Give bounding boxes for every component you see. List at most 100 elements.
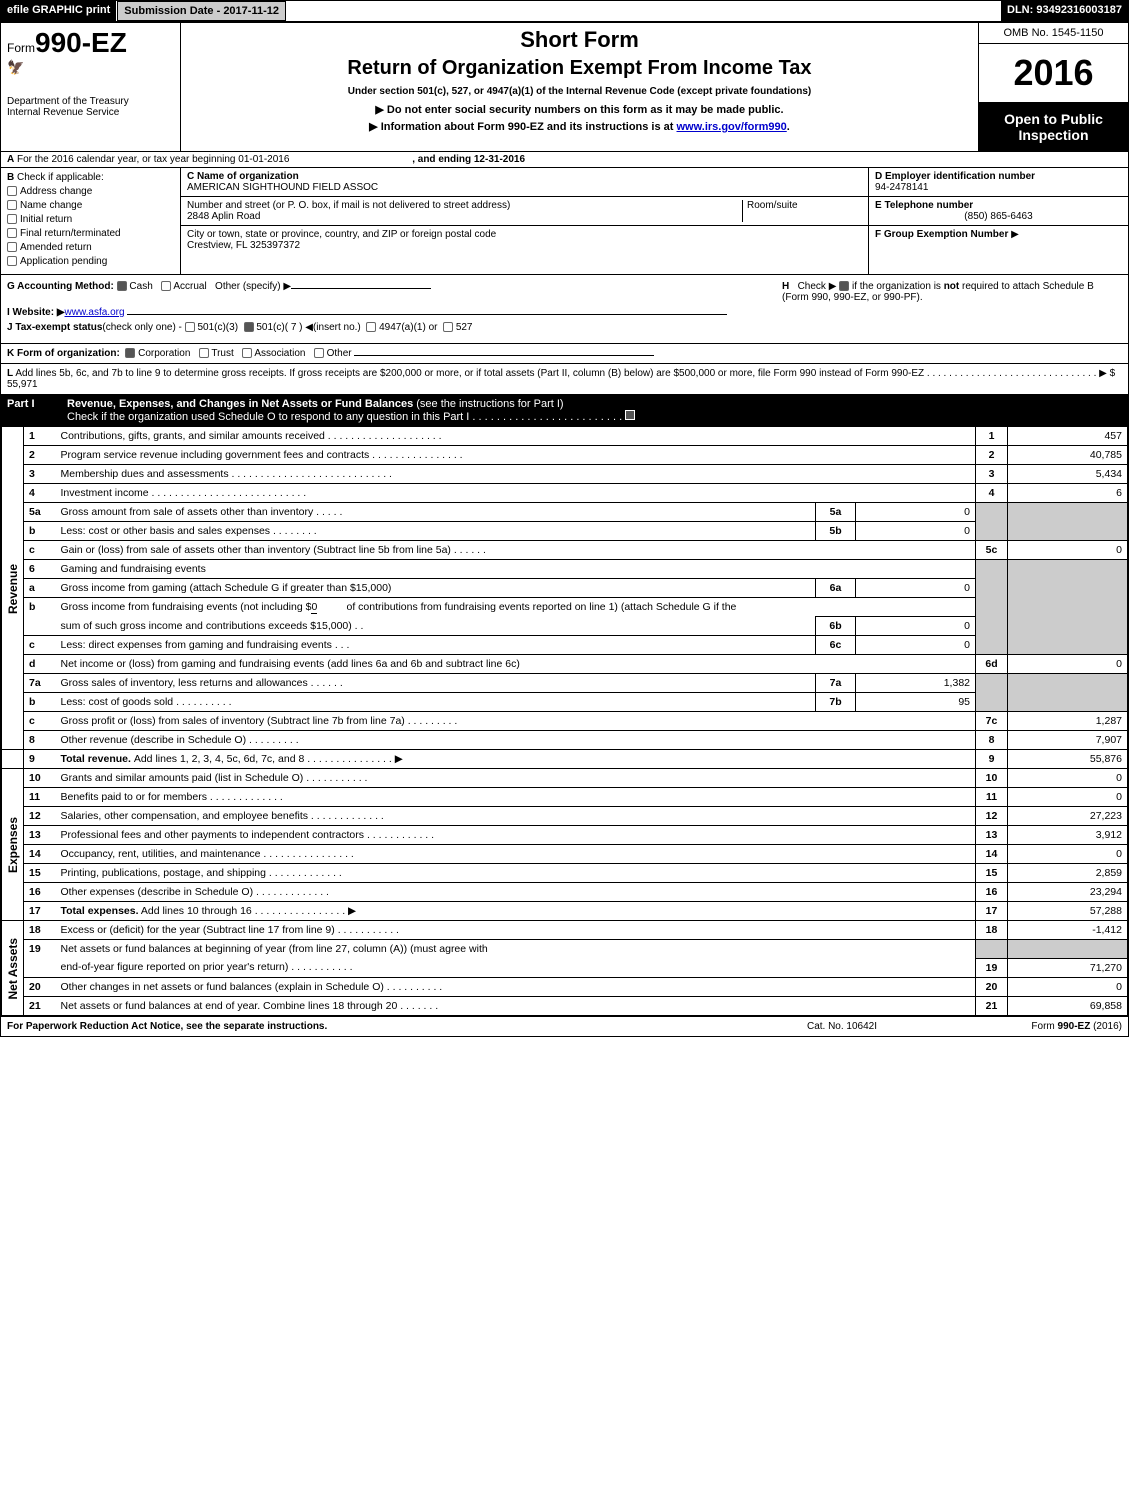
checkbox-address-change[interactable]: Address change <box>7 186 174 197</box>
line-7b: b Less: cost of goods sold . . . . . . .… <box>2 693 1128 712</box>
section-a-text: For the 2016 calendar year, or tax year … <box>17 154 289 165</box>
line-20: 20 Other changes in net assets or fund b… <box>2 977 1128 996</box>
info-instruction: ▶ Information about Form 990-EZ and its … <box>189 120 970 133</box>
shaded-cell <box>1008 940 1128 959</box>
section-b-header: B Check if applicable: <box>7 172 174 183</box>
header-left: Form990-EZ 🦅 Department of the Treasury … <box>1 23 181 151</box>
section-i: I Website: ▶www.asfa.org <box>7 307 1122 318</box>
j-opt3-checkbox[interactable] <box>366 322 376 332</box>
section-g: G Accounting Method: Cash Accrual Other … <box>7 281 431 292</box>
k-trust-checkbox[interactable] <box>199 348 209 358</box>
b-check-label: Check if applicable: <box>17 172 104 183</box>
checkbox-icon <box>7 228 17 238</box>
shaded-cell <box>976 940 1008 959</box>
efile-print-button[interactable]: efile GRAPHIC print <box>1 1 117 21</box>
checkbox-cash-icon[interactable] <box>117 281 127 291</box>
shaded-cell <box>976 503 1008 541</box>
phone-label: E Telephone number <box>875 200 1122 211</box>
net-assets-side-label: Net Assets <box>2 921 24 1016</box>
line-6c: c Less: direct expenses from gaming and … <box>2 636 1128 655</box>
line-5c: c Gain or (loss) from sale of assets oth… <box>2 541 1128 560</box>
city-label: City or town, state or province, country… <box>187 229 862 240</box>
line-12: 12 Salaries, other compensation, and emp… <box>2 807 1128 826</box>
top-bar: efile GRAPHIC print Submission Date - 20… <box>1 1 1128 23</box>
phone-value: (850) 865-6463 <box>875 211 1122 222</box>
section-a-label: A <box>7 154 14 165</box>
expenses-side-label: Expenses <box>2 769 24 921</box>
line-3: 3 Membership dues and assessments . . . … <box>2 465 1128 484</box>
line-9: 9 Total revenue. Add lines 1, 2, 3, 4, 5… <box>2 750 1128 769</box>
j-opt2-checkbox[interactable] <box>244 322 254 332</box>
j-opt4-checkbox[interactable] <box>443 322 453 332</box>
k-assoc-checkbox[interactable] <box>242 348 252 358</box>
website-link[interactable]: www.asfa.org <box>65 307 125 318</box>
line-17: 17 Total expenses. Add lines 10 through … <box>2 902 1128 921</box>
spacer <box>286 1 1001 21</box>
g-other: Other (specify) ▶ <box>215 281 291 292</box>
line-19-row2: end-of-year figure reported on prior yea… <box>2 958 1128 977</box>
k-corp-checkbox[interactable] <box>125 348 135 358</box>
k-other-checkbox[interactable] <box>314 348 324 358</box>
line-14: 14 Occupancy, rent, utilities, and maint… <box>2 845 1128 864</box>
line-13: 13 Professional fees and other payments … <box>2 826 1128 845</box>
room-label: Room/suite <box>747 200 862 211</box>
j-opt1-checkbox[interactable] <box>185 322 195 332</box>
g-label: G Accounting Method: <box>7 281 114 292</box>
form-number: Form990-EZ <box>7 27 174 59</box>
part-1-checkline: Check if the organization used Schedule … <box>67 411 622 423</box>
line-10: Expenses 10 Grants and similar amounts p… <box>2 769 1128 788</box>
submission-date: Submission Date - 2017-11-12 <box>117 1 286 21</box>
part-1-table: Revenue 1 Contributions, gifts, grants, … <box>1 426 1128 1016</box>
section-a-row: A For the 2016 calendar year, or tax yea… <box>1 152 1128 168</box>
checkbox-initial-return[interactable]: Initial return <box>7 214 174 225</box>
dln-number: DLN: 93492316003187 <box>1001 1 1128 21</box>
section-e: E Telephone number (850) 865-6463 <box>869 197 1128 226</box>
g-other-line <box>291 288 431 289</box>
line-19-row1: 19 Net assets or fund balances at beginn… <box>2 940 1128 959</box>
form-container: efile GRAPHIC print Submission Date - 20… <box>0 0 1129 1037</box>
shaded-cell <box>1008 503 1128 541</box>
checkbox-final-return[interactable]: Final return/terminated <box>7 228 174 239</box>
line-6b-row2: sum of such gross income and contributio… <box>2 617 1128 636</box>
line-1: Revenue 1 Contributions, gifts, grants, … <box>2 427 1128 446</box>
h-checkbox-icon[interactable] <box>839 281 849 291</box>
shaded-cell <box>976 674 1008 712</box>
line-8: 8 Other revenue (describe in Schedule O)… <box>2 731 1128 750</box>
section-k: K Form of organization: Corporation Trus… <box>1 344 1128 364</box>
header-row: Form990-EZ 🦅 Department of the Treasury … <box>1 23 1128 152</box>
line-11: 11 Benefits paid to or for members . . .… <box>2 788 1128 807</box>
checkbox-application-pending[interactable]: Application pending <box>7 256 174 267</box>
shaded-cell <box>1008 674 1128 712</box>
l-text: Add lines 5b, 6c, and 7b to line 9 to de… <box>7 368 1115 390</box>
info-prefix: ▶ Information about Form 990-EZ and its … <box>369 121 676 133</box>
revenue-side-label: Revenue <box>2 427 24 750</box>
line-7a: 7a Gross sales of inventory, less return… <box>2 674 1128 693</box>
part-1-label: Part I <box>7 398 67 423</box>
under-section-text: Under section 501(c), 527, or 4947(a)(1)… <box>189 86 970 97</box>
room-suite-col: Room/suite <box>742 200 862 222</box>
checkbox-accrual-icon[interactable] <box>161 281 171 291</box>
h-text1: if the organization is <box>852 281 944 292</box>
checkbox-icon <box>7 186 17 196</box>
info-suffix: . <box>787 121 790 133</box>
section-l: L Add lines 5b, 6c, and 7b to line 9 to … <box>1 364 1128 395</box>
form-prefix: Form <box>7 41 35 55</box>
section-d: D Employer identification number 94-2478… <box>869 168 1128 197</box>
checkbox-name-change[interactable]: Name change <box>7 200 174 211</box>
checkbox-amended-return[interactable]: Amended return <box>7 242 174 253</box>
irs-link[interactable]: www.irs.gov/form990 <box>677 121 787 133</box>
section-f: F Group Exemption Number ▶ <box>869 226 1128 243</box>
checkbox-icon <box>7 214 17 224</box>
line-7c: c Gross profit or (loss) from sales of i… <box>2 712 1128 731</box>
line-15: 15 Printing, publications, postage, and … <box>2 864 1128 883</box>
line-2: 2 Program service revenue including gove… <box>2 446 1128 465</box>
checkbox-icon <box>7 256 17 266</box>
entity-section: B Check if applicable: Address change Na… <box>1 168 1128 275</box>
org-name-value: AMERICAN SIGHTHOUND FIELD ASSOC <box>187 182 862 193</box>
line-5a: 5a Gross amount from sale of assets othe… <box>2 503 1128 522</box>
part-1-title-bold: Revenue, Expenses, and Changes in Net As… <box>67 398 413 410</box>
part-1-checkbox-icon[interactable] <box>625 410 635 420</box>
line-18: Net Assets 18 Excess or (deficit) for th… <box>2 921 1128 940</box>
dept-treasury: Department of the Treasury <box>7 96 174 107</box>
section-j: J Tax-exempt status(check only one) - 50… <box>7 322 1122 333</box>
